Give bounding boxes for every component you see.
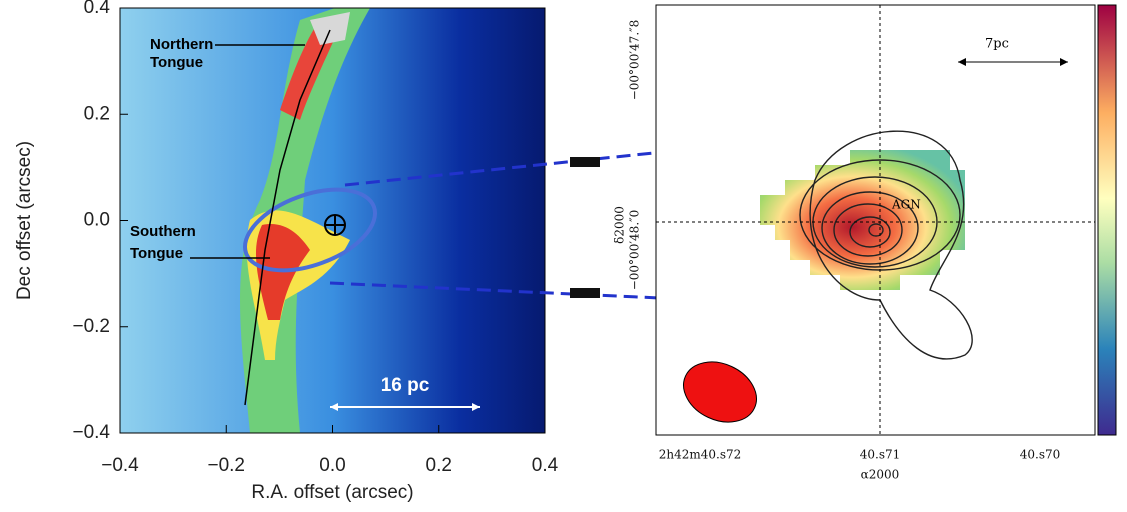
- x-tick-label: 0.4: [532, 455, 559, 476]
- x-axis-label: R.A. offset (arcsec): [251, 482, 413, 503]
- left-map: [120, 8, 545, 433]
- x-tick-label: 40.s70: [1020, 448, 1061, 462]
- annotation: Southern: [130, 223, 196, 240]
- y-tick-label: −0.4: [72, 422, 110, 443]
- annotation: 7pc: [985, 37, 1009, 52]
- annotation: AGN: [891, 198, 921, 212]
- annotation: 16 pc: [381, 375, 430, 396]
- y-axis-label: Dec offset (arcsec): [14, 141, 35, 300]
- annotation: Tongue: [130, 245, 183, 262]
- y-tick-label: 0.0: [84, 210, 110, 231]
- x-tick-label: −0.2: [207, 455, 245, 476]
- y-tick-label: −0.2: [72, 316, 110, 337]
- y-tick-label: −00°00′47.″8: [628, 20, 642, 101]
- x-axis-label: α2000: [861, 468, 900, 482]
- right-map: [655, 4, 1117, 436]
- x-tick-label: 40.s71: [860, 448, 901, 462]
- x-tick-label: 2h42m40.s72: [659, 448, 742, 462]
- annotation: Northern: [150, 36, 213, 53]
- y-axis-label: δ2000: [613, 206, 627, 244]
- x-tick-label: 0.2: [426, 455, 452, 476]
- y-tick-label: 0.4: [84, 0, 111, 18]
- x-tick-label: 0.0: [319, 455, 345, 476]
- y-tick-label: 0.2: [84, 103, 110, 124]
- annotation: Tongue: [150, 54, 203, 71]
- y-tick-label: −00°00′48.″0: [628, 210, 642, 291]
- x-tick-label: −0.4: [101, 455, 139, 476]
